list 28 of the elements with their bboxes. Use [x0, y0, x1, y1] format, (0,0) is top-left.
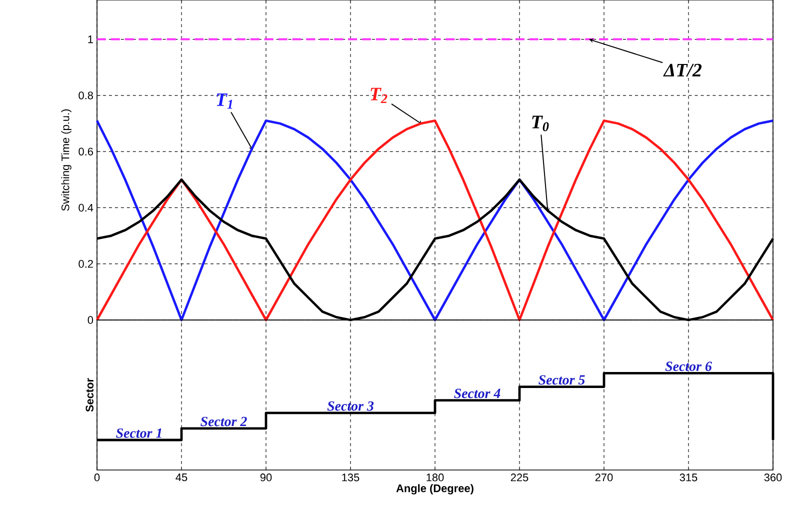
y-tick-label: 0.4 — [78, 204, 94, 212]
annotation: Sector 5 — [538, 375, 585, 385]
x-tick-label: 45 — [176, 474, 188, 482]
x-tick-label: 90 — [260, 474, 272, 482]
x-tick-label: 180 — [426, 474, 444, 482]
annotation: Sector 1 — [116, 428, 162, 438]
series-label: T$_{1}$ — [216, 93, 232, 109]
y-tick-label: 0 — [88, 316, 94, 324]
ref-line-label: ΔT/2 — [663, 64, 702, 77]
annotation: Sector 3 — [327, 401, 374, 411]
y-tick-label: 0.2 — [78, 260, 93, 268]
series-label: T$_{2}$ — [370, 88, 388, 104]
x-tick-label: 0 — [94, 474, 100, 482]
text: T$_{0}$ — [532, 116, 549, 132]
annotation: Sector 2 — [200, 416, 247, 426]
x-tick-label: 135 — [342, 474, 360, 482]
y-tick-label: 1 — [88, 36, 93, 44]
x-tick-label: 270 — [595, 474, 613, 482]
x-tick-label: 315 — [680, 474, 698, 482]
y-axis-title: Sector — [86, 378, 94, 412]
y-tick-label: 0.6 — [78, 148, 93, 156]
x-axis-title: Angle (Degree) — [396, 484, 474, 494]
y-tick-label: 0.8 — [78, 92, 93, 100]
x-tick-label: 225 — [510, 474, 528, 482]
annotation: Sector 6 — [665, 362, 712, 372]
x-tick-label: 360 — [764, 474, 782, 482]
annotation: Sector 4 — [454, 388, 500, 398]
y-axis-title: Switching Time (p.u.) — [61, 109, 72, 211]
